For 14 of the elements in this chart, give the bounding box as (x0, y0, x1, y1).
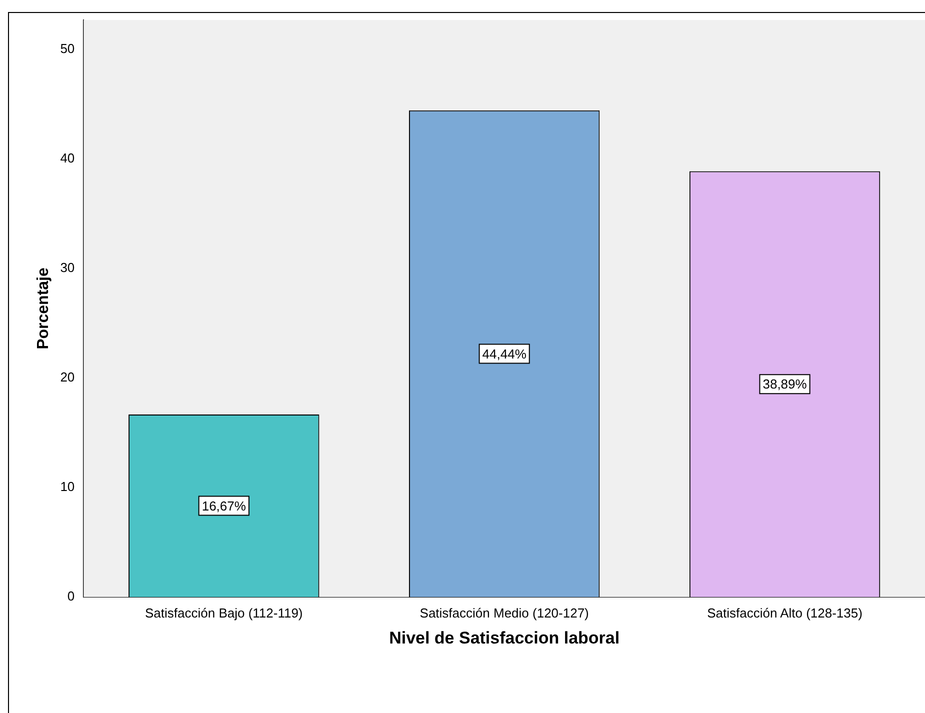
data-label: 16,67% (202, 498, 246, 514)
y-axis-title: Porcentaje (35, 267, 52, 350)
x-tick-label: Satisfacción Bajo (112-119) (144, 605, 303, 620)
x-tick-label: Satisfacción Alto (128-135) (707, 605, 862, 620)
y-tick-label: 50 (60, 41, 75, 56)
y-tick-label: 30 (60, 260, 75, 276)
x-tick-label: Satisfacción Medio (120-127) (420, 605, 589, 620)
data-label: 44,44% (482, 346, 527, 362)
y-tick-label: 40 (60, 150, 75, 166)
y-tick-label: 10 (60, 479, 75, 494)
y-tick-label: 0 (67, 588, 75, 604)
data-label: 38,89% (762, 376, 808, 392)
x-axis-title: Nivel de Satisfaccion laboral (389, 628, 620, 648)
y-tick-label: 20 (60, 370, 75, 385)
